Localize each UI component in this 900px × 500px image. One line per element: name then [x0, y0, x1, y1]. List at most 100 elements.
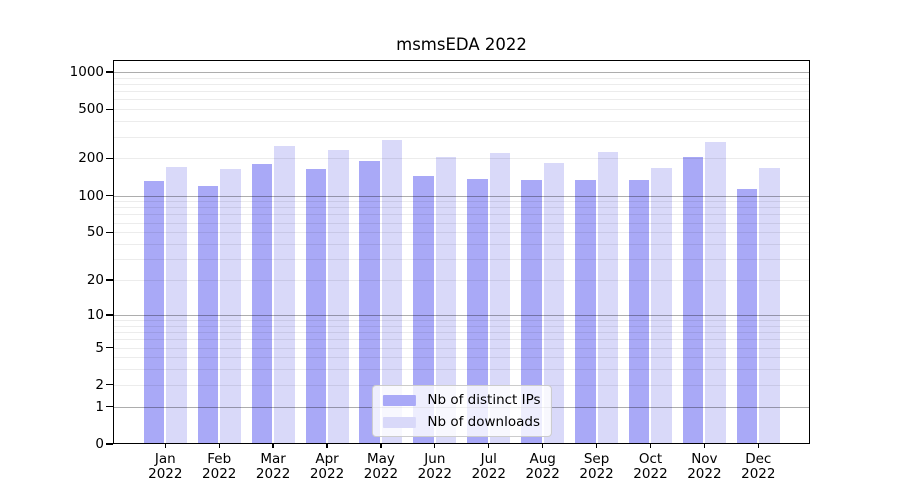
bar-distinct-ips: [197, 185, 219, 444]
x-tick-label: Aug 2022: [525, 451, 560, 482]
legend-swatch-distinct-ips: [382, 394, 416, 406]
minor-gridline: [113, 244, 810, 246]
bar-downloads: [220, 168, 241, 444]
x-tick-label: Jun 2022: [417, 451, 453, 482]
bar-downloads: [489, 153, 511, 444]
y-tick-mark: [106, 314, 113, 316]
minor-gridline: [113, 91, 810, 93]
y-tick-label: 500: [78, 101, 104, 118]
x-tick-mark: [434, 444, 436, 448]
minor-gridline: [113, 347, 810, 349]
y-tick-mark: [106, 157, 113, 160]
y-tick-mark: [106, 108, 113, 110]
x-tick-mark: [164, 444, 166, 448]
major-gridline: [113, 314, 810, 316]
y-tick-label: 20: [86, 272, 104, 289]
major-gridline: [113, 72, 810, 73]
minor-gridline: [113, 136, 810, 138]
minor-gridline: [113, 222, 810, 224]
y-tick-mark: [106, 279, 113, 281]
y-tick-mark: [106, 384, 113, 386]
minor-gridline: [113, 214, 810, 216]
bar-downloads: [651, 167, 672, 444]
y-tick-mark: [106, 346, 113, 349]
legend-label-downloads: Nb of downloads: [427, 414, 540, 430]
x-tick-label: Jan 2022: [148, 451, 183, 482]
x-tick-mark: [218, 444, 220, 448]
x-tick-label: Jul 2022: [471, 451, 506, 482]
x-tick-mark: [595, 444, 598, 448]
bar-distinct-ips: [359, 160, 380, 444]
minor-gridline: [113, 207, 810, 209]
y-tick-mark: [106, 443, 113, 445]
x-tick-label: Oct 2022: [633, 451, 668, 482]
legend-label-distinct-ips: Nb of distinct IPs: [427, 392, 541, 408]
bar-downloads: [705, 141, 726, 444]
y-tick-label: 5: [95, 339, 104, 356]
minor-gridline: [113, 232, 810, 234]
bar-distinct-ips: [413, 176, 434, 444]
x-tick-mark: [703, 444, 706, 448]
x-tick-label: Sep 2022: [579, 451, 614, 482]
x-tick-label: Apr 2022: [309, 451, 345, 482]
bar-distinct-ips: [736, 189, 758, 444]
chart-title: msmsEDA 2022: [396, 35, 527, 54]
bar-distinct-ips: [575, 180, 596, 444]
x-tick-mark: [272, 444, 274, 448]
bar-downloads: [759, 167, 780, 444]
y-tick-label: 200: [78, 150, 104, 167]
minor-gridline: [113, 121, 810, 123]
bar-distinct-ips: [305, 168, 327, 444]
x-tick-mark: [488, 444, 490, 448]
x-tick-mark: [649, 444, 652, 448]
y-tick-mark: [106, 194, 113, 197]
minor-gridline: [113, 320, 810, 322]
y-tick-label: 1: [95, 398, 104, 415]
minor-gridline: [113, 201, 810, 203]
y-tick-label: 10: [86, 306, 104, 323]
bar-downloads: [543, 162, 565, 444]
y-tick-mark: [106, 406, 113, 408]
legend-swatch-downloads: [382, 416, 416, 428]
minor-gridline: [113, 369, 810, 371]
x-tick-mark: [326, 444, 328, 448]
y-tick-label: 1000: [69, 64, 104, 80]
major-gridline: [113, 195, 810, 197]
minor-gridline: [113, 280, 810, 282]
x-tick-mark: [542, 444, 544, 448]
bar-distinct-ips: [143, 181, 165, 444]
legend-entry-distinct-ips: Nb of distinct IPs: [382, 392, 541, 408]
minor-gridline: [113, 109, 810, 111]
x-tick-mark: [380, 444, 382, 448]
minor-gridline: [113, 325, 810, 327]
y-tick-mark: [106, 231, 113, 233]
legend-entry-downloads: Nb of downloads: [382, 414, 540, 430]
bar-distinct-ips: [682, 157, 704, 444]
bar-distinct-ips: [251, 164, 273, 444]
x-tick-label: Mar 2022: [255, 451, 291, 482]
bar-downloads: [597, 152, 619, 444]
x-tick-mark: [757, 444, 759, 448]
bar-downloads: [274, 146, 295, 444]
bar-distinct-ips: [521, 180, 542, 444]
minor-gridline: [113, 158, 810, 160]
x-tick-label: Dec 2022: [741, 451, 776, 482]
bar-downloads: [328, 150, 349, 444]
minor-gridline: [113, 99, 810, 101]
bar-distinct-ips: [467, 178, 488, 444]
x-tick-label: Nov 2022: [687, 451, 722, 482]
bar-distinct-ips: [628, 179, 650, 444]
bar-downloads: [166, 167, 187, 444]
minor-gridline: [113, 339, 810, 341]
x-tick-label: Feb 2022: [202, 451, 237, 482]
minor-gridline: [113, 357, 810, 359]
y-tick-label: 0: [95, 436, 104, 452]
y-tick-label: 100: [78, 187, 104, 204]
minor-gridline: [113, 77, 810, 79]
legend: Nb of distinct IPs Nb of downloads: [371, 385, 552, 437]
plot-area: Nb of distinct IPs Nb of downloads: [113, 60, 810, 444]
bar-downloads: [381, 140, 403, 444]
y-tick-label: 50: [86, 224, 104, 241]
bar-downloads: [435, 157, 457, 444]
